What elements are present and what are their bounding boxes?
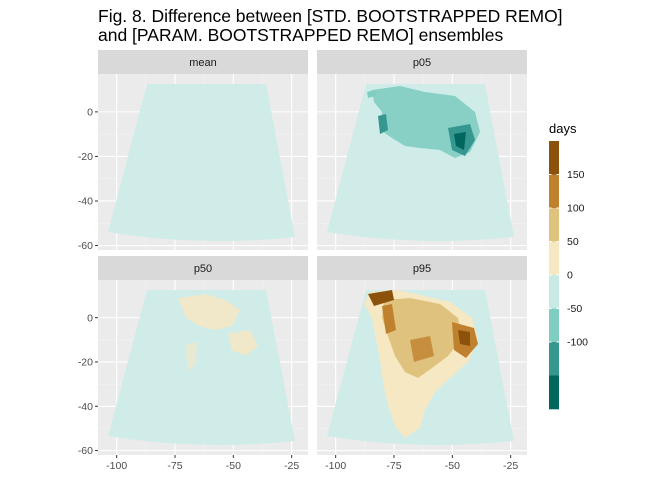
legend-label: -100 <box>567 337 588 349</box>
x-tick-label: -50 <box>226 460 241 472</box>
legend: days 150 100 50 0 -50 -100 <box>549 121 588 410</box>
legend-swatch <box>549 208 559 242</box>
difference-patches-p95 <box>364 290 478 438</box>
legend-ticks: 150 100 50 0 -50 -100 <box>549 169 588 349</box>
patch-northeast-core-p95 <box>458 330 470 346</box>
patch-east-p50 <box>228 330 258 356</box>
x-tick-label: -100 <box>325 460 346 472</box>
patch-caribbean-p05 <box>367 90 376 98</box>
legend-swatch <box>549 141 559 175</box>
y-tick-label: -60 <box>78 445 93 457</box>
legend-swatch <box>549 342 559 376</box>
legend-colorbar <box>549 141 559 410</box>
x-axis-right: -100 -75 -50 -25 <box>325 455 518 472</box>
y-tick-label: -40 <box>78 196 93 208</box>
strip-p95 <box>317 256 527 280</box>
legend-swatch <box>549 308 559 343</box>
map-domain-mean <box>108 84 295 241</box>
strip-label-p50: p50 <box>194 263 212 275</box>
x-tick-label: -25 <box>503 460 518 472</box>
legend-label: 100 <box>567 203 585 215</box>
panel-p50: p50 <box>98 256 308 455</box>
x-tick-label: -100 <box>106 460 127 472</box>
strip-label-p95: p95 <box>413 263 431 275</box>
strip-label-mean: mean <box>189 57 217 69</box>
x-tick-label: -50 <box>445 460 460 472</box>
legend-label: 150 <box>567 169 585 181</box>
panel-p05: p05 <box>317 50 527 250</box>
y-axis-top: 0 -20 -40 -60 <box>78 106 98 252</box>
panel-mean: mean <box>98 50 308 250</box>
legend-swatch <box>549 275 559 309</box>
strip-mean <box>98 50 308 74</box>
strip-p05 <box>317 50 527 74</box>
y-tick-label: 0 <box>87 106 93 118</box>
patch-central-p95 <box>410 336 434 362</box>
y-tick-label: 0 <box>87 312 93 324</box>
legend-label: -50 <box>567 303 582 315</box>
figure-title-line-1: Fig. 8. Difference between [STD. BOOTSTR… <box>98 6 563 26</box>
legend-swatch <box>549 241 559 276</box>
y-axis-bottom: 0 -20 -40 -60 <box>78 312 98 457</box>
difference-patches-p05 <box>367 86 480 158</box>
panel-p95: p95 <box>317 256 527 455</box>
y-tick-label: -40 <box>78 401 93 413</box>
legend-swatch <box>549 375 559 410</box>
y-tick-label: -60 <box>78 240 93 252</box>
legend-swatch <box>549 174 559 209</box>
x-tick-label: -25 <box>284 460 299 472</box>
patch-northeast-core-p05 <box>454 132 466 150</box>
y-tick-label: -20 <box>78 357 93 369</box>
map-domain-p50 <box>108 290 295 445</box>
figure-title-line-2: and [PARAM. BOOTSTRAPPED REMO] ensembles <box>98 25 503 45</box>
legend-title: days <box>549 121 577 136</box>
patch-andes-p95 <box>382 304 396 334</box>
difference-patches-p50 <box>178 294 258 370</box>
patch-west-p50 <box>185 342 197 370</box>
legend-label: 50 <box>567 236 579 248</box>
legend-label: 0 <box>567 270 573 282</box>
x-axis-left: -100 -75 -50 -25 <box>106 455 299 472</box>
patch-west-p05 <box>378 114 388 134</box>
patch-north-coast-p95 <box>368 290 394 306</box>
strip-p50 <box>98 256 308 280</box>
strip-label-p05: p05 <box>413 57 431 69</box>
y-tick-label: -20 <box>78 151 93 163</box>
x-tick-label: -75 <box>167 460 182 472</box>
patch-north-p50 <box>178 294 240 330</box>
x-tick-label: -75 <box>386 460 401 472</box>
